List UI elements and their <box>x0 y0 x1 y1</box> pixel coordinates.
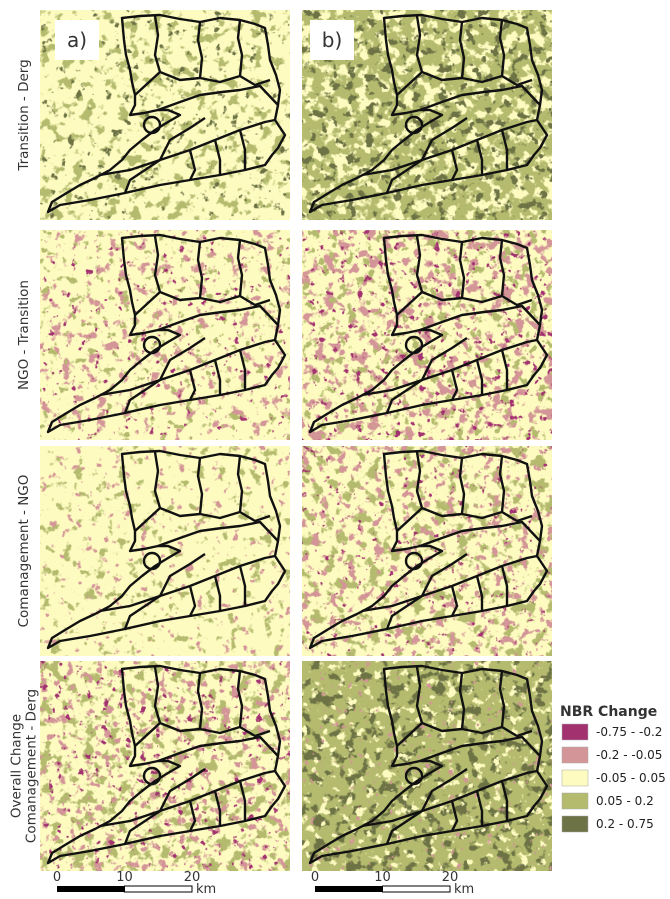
row-label: NGO - Transition <box>16 280 32 390</box>
legend-label: -0.75 - -0.2 <box>596 725 662 739</box>
panel-label-box <box>310 20 354 60</box>
legend-swatch <box>561 769 589 787</box>
scale-tick-label: 20 <box>184 870 201 885</box>
scale-bar-black <box>315 886 383 892</box>
row-label: Comanagement - NGO <box>16 475 32 628</box>
scale-tick-label: 10 <box>374 870 391 885</box>
scale-tick-label: 10 <box>116 870 133 885</box>
scale-tick-label: 0 <box>53 870 61 885</box>
map-panel: b) <box>302 10 552 220</box>
map-panel <box>40 446 290 656</box>
land-cover-texture <box>40 661 290 871</box>
map-panel <box>302 446 552 656</box>
map-panel <box>302 661 552 871</box>
land-cover-texture <box>40 446 290 656</box>
legend-label: 0.2 - 0.75 <box>596 817 654 831</box>
land-cover-texture <box>40 230 290 440</box>
legend-label: 0.05 - 0.2 <box>596 794 654 808</box>
legend-swatch <box>561 723 589 741</box>
map-panel: a) <box>40 10 290 220</box>
land-cover-texture <box>302 661 552 871</box>
row-label: Comanagement - Derg <box>24 689 40 843</box>
land-cover-texture <box>302 230 552 440</box>
scale-tick-label: 20 <box>442 870 459 885</box>
panel-label-box <box>55 20 99 60</box>
map-panel <box>40 230 290 440</box>
legend-label: -0.2 - -0.05 <box>596 748 662 762</box>
scale-bar-white <box>124 885 193 893</box>
scale-unit: km <box>196 882 216 897</box>
map-panel <box>302 230 552 440</box>
legend-swatch <box>561 792 589 810</box>
legend-title: NBR Change <box>560 704 657 720</box>
map-panel <box>40 661 290 871</box>
legend-swatch <box>561 815 589 833</box>
panel-label: a) <box>67 28 87 52</box>
scale-bar-white <box>382 885 451 893</box>
legend-swatch <box>561 746 589 764</box>
legend-label: -0.05 - 0.05 <box>596 771 666 785</box>
scale-tick-label: 0 <box>311 870 319 885</box>
land-cover-texture <box>302 446 552 656</box>
scale-unit: km <box>454 882 474 897</box>
row-label: Overall Change <box>9 714 25 818</box>
row-label: Transition - Derg <box>16 59 32 171</box>
scale-bar-black <box>57 886 125 892</box>
panel-label: b) <box>322 28 343 52</box>
